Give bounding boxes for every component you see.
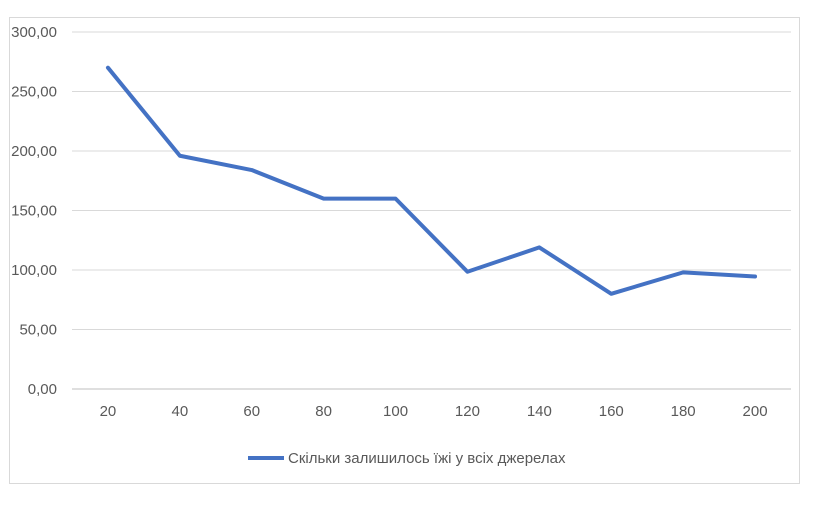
x-axis-tick-labels: 20 40 60 80 100 120 140 160 180 200 (100, 403, 768, 420)
x-tick-label: 180 (671, 403, 696, 420)
y-tick-label: 150,00 (11, 203, 57, 220)
y-tick-label: 0,00 (28, 381, 57, 398)
data-point (538, 246, 540, 248)
legend-label: Скільки залишилось їжі у всіх джерелах (288, 450, 566, 467)
x-tick-label: 120 (455, 403, 480, 420)
y-tick-label: 250,00 (11, 84, 57, 101)
x-tick-label: 200 (743, 403, 768, 420)
y-tick-label: 200,00 (11, 143, 57, 160)
data-point (466, 271, 468, 273)
series-layer (105, 65, 758, 296)
data-point (754, 276, 756, 278)
x-tick-label: 140 (527, 403, 552, 420)
x-tick-label: 100 (383, 403, 408, 420)
y-tick-label: 100,00 (11, 262, 57, 279)
y-tick-label: 300,00 (11, 24, 57, 41)
data-point (251, 169, 253, 171)
x-tick-label: 80 (315, 403, 332, 420)
chart-area (9, 17, 800, 484)
x-tick-label: 60 (243, 403, 260, 420)
y-axis-tick-labels: 0,00 50,00 100,00 150,00 200,00 250,00 300,00 (11, 24, 57, 398)
x-tick-label: 40 (172, 403, 189, 420)
y-tick-label: 50,00 (19, 322, 57, 339)
data-point (395, 198, 397, 200)
legend: Скільки залишилось їжі у всіх джерелах (248, 450, 566, 467)
series-line (105, 65, 758, 296)
data-point (323, 198, 325, 200)
data-point (610, 293, 612, 295)
x-tick-label: 20 (100, 403, 117, 420)
data-point (107, 67, 109, 69)
x-tick-label: 160 (599, 403, 624, 420)
gridlines (72, 31, 791, 390)
data-point (682, 271, 684, 273)
data-point (179, 155, 181, 157)
